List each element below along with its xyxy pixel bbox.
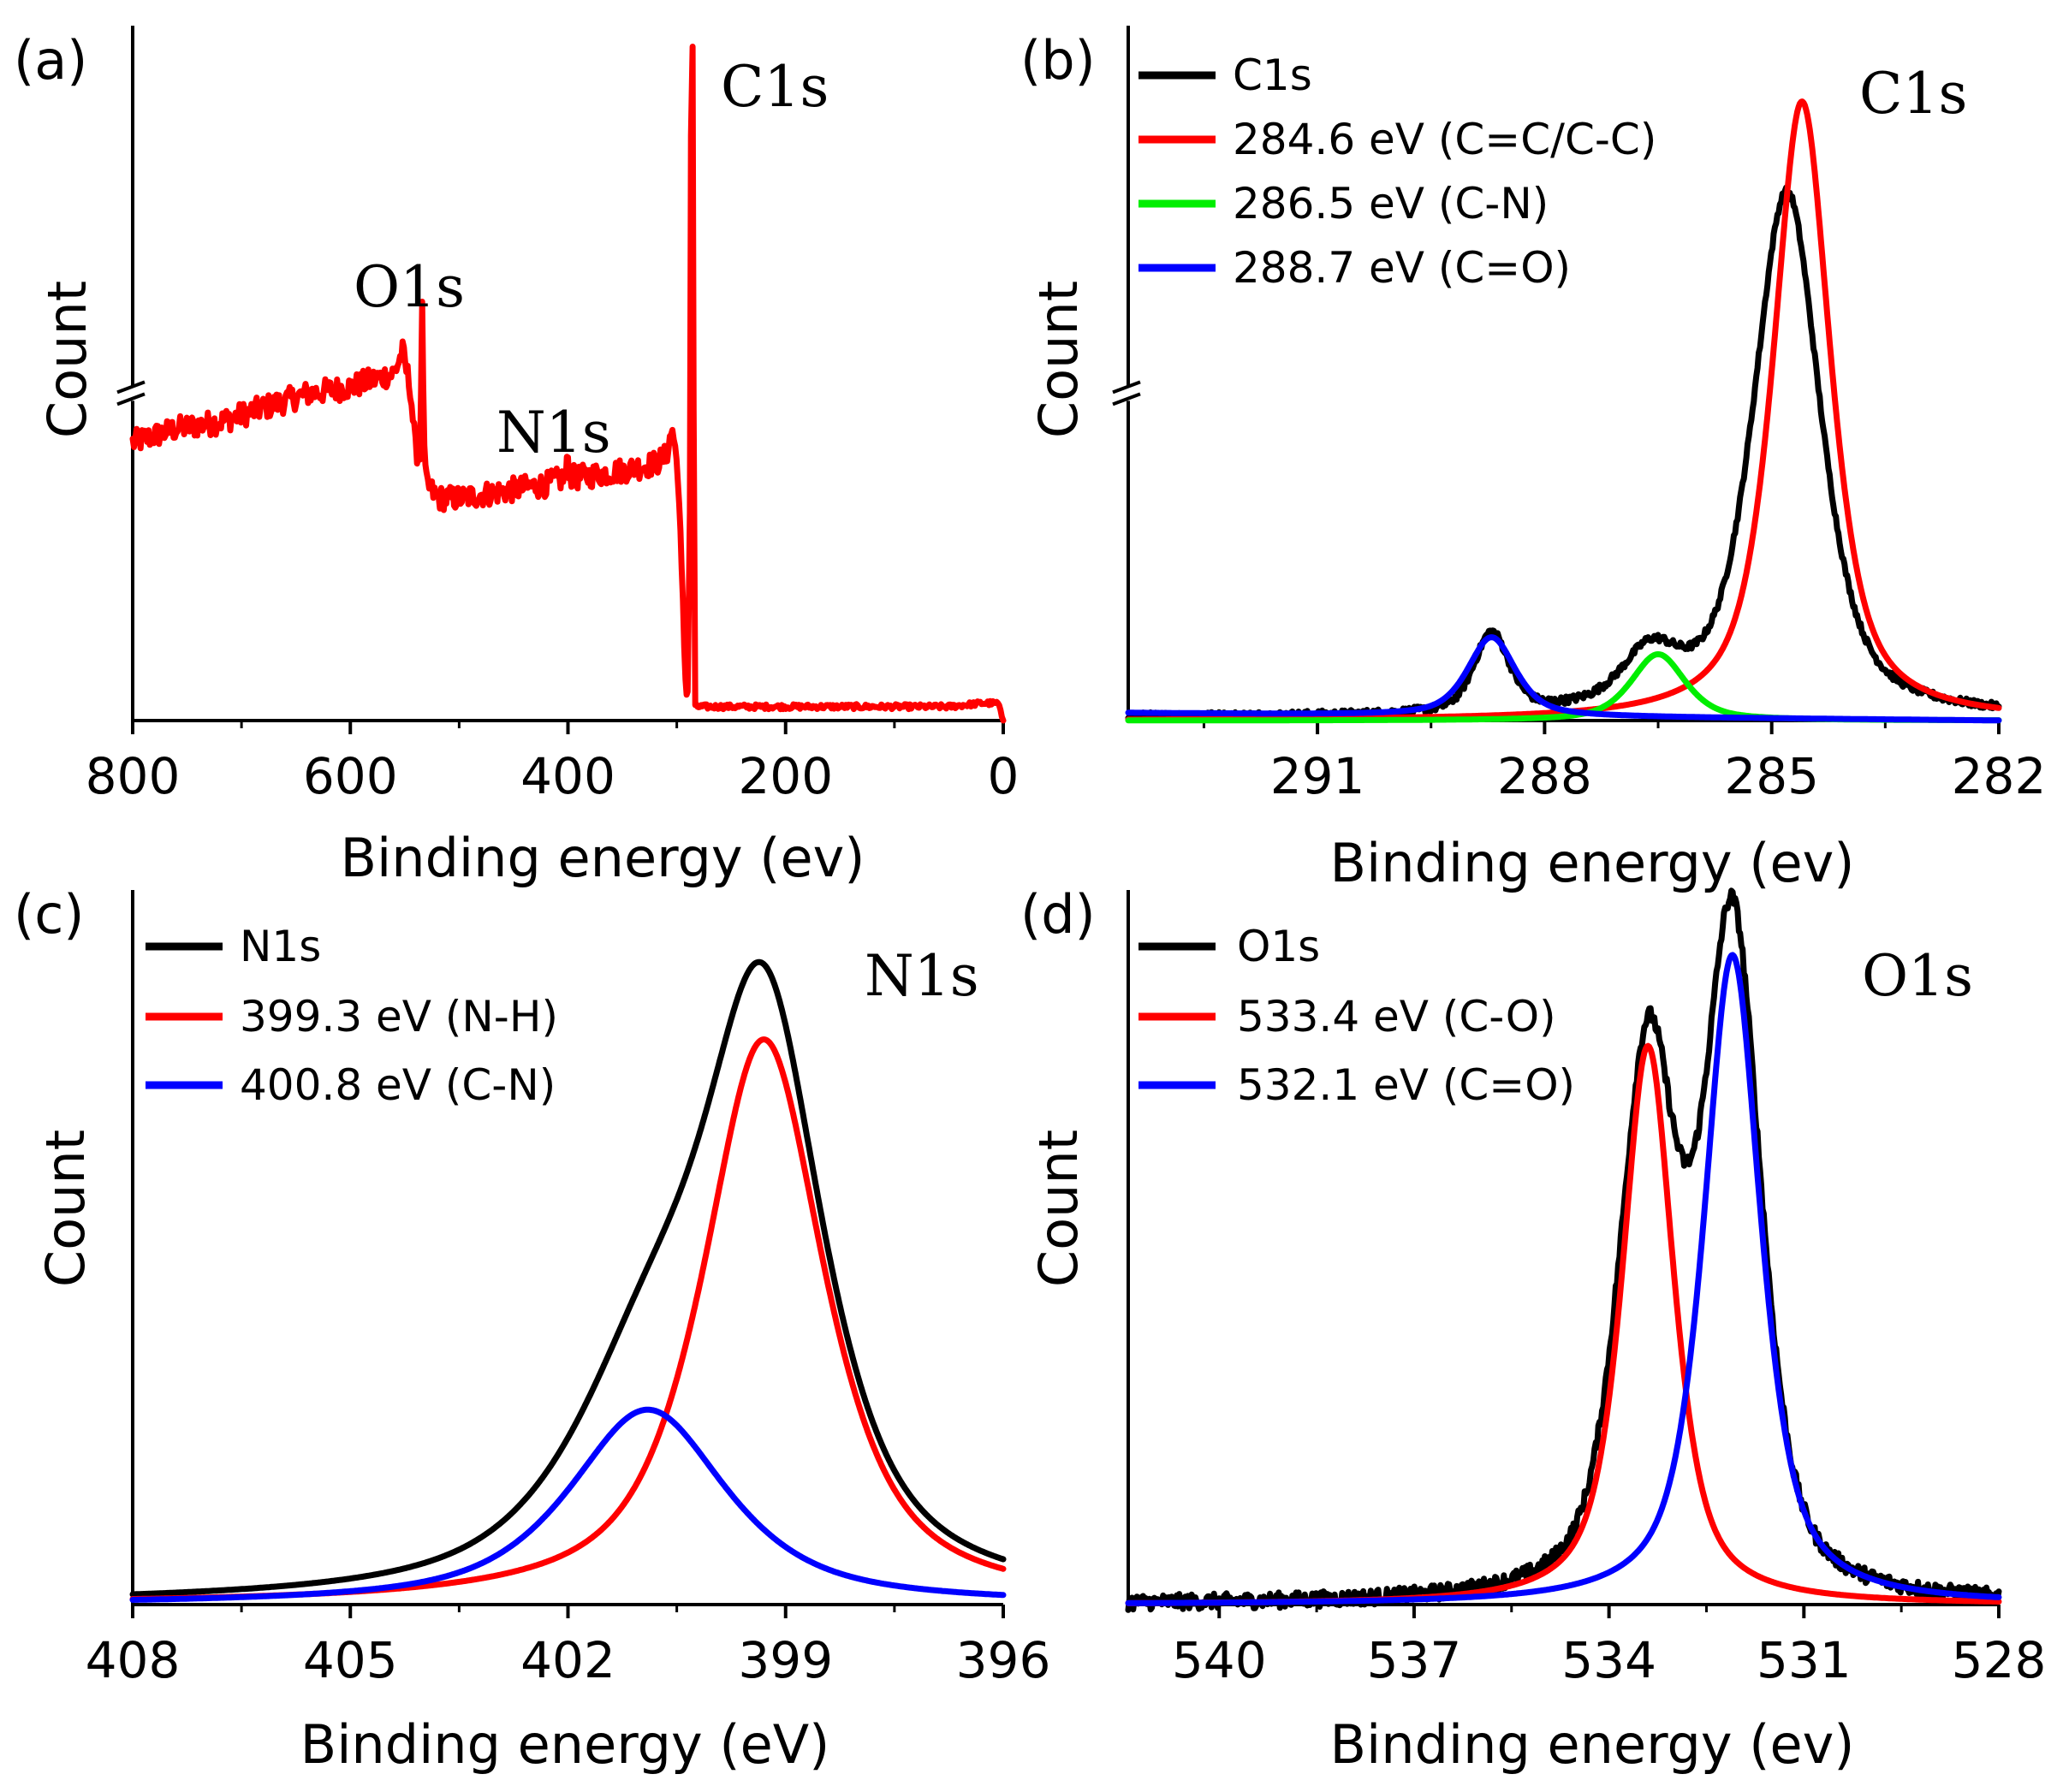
panel-d-o1s: (d) 540 537 534 531 528 O1s O1s 533.4 eV (C-… [1020,883,2046,1776]
panel-b-peak-c1s: C1s [1859,61,1967,127]
legend-label-n1s: N1s [240,922,321,971]
panel-c-plot: 408 405 402 399 396 [86,890,1051,1689]
panel-d-ylabel: Count [1027,1130,1090,1287]
x-tick-label: 0 [988,747,1020,805]
x-tick-label: 537 [1367,1631,1462,1689]
series-399-3-ev-n-h [129,1036,1007,1602]
panel-d-plot: 540 537 534 531 528 [1125,887,2047,1689]
panel-c-xlabel: Binding energy (eV) [300,1713,830,1776]
panel-b-legend: C1s 284.6 eV (C=C/C-C) 286.5 eV (C-N) 28… [1139,50,1656,293]
axis-break-mark [1112,380,1141,395]
x-tick-label: 399 [738,1631,833,1689]
x-tick-label: 405 [303,1631,398,1689]
panel-c-legend: N1s 399.3 eV (N-H) 400.8 eV (C-N) [146,922,558,1110]
x-tick-label: 531 [1757,1631,1852,1689]
panel-a-label: (a) [14,29,87,92]
x-tick-label: 528 [1952,1631,2047,1689]
x-tick-label: 800 [86,747,181,805]
x-tick-label: 396 [956,1631,1051,1689]
series-532-1-ev-c-o [1125,952,2002,1606]
legend-label-co: 288.7 eV (C=O) [1233,243,1571,293]
panel-a-ylabel: Count [36,281,98,438]
axis-break-mark [116,380,146,395]
axis-break-mark [116,392,146,406]
panel-c-n1s: (c) 408 405 402 399 396 N1s N1s 399.3 eV (N-… [14,883,1050,1776]
panel-c-peak-n1s: N1s [865,943,979,1009]
panel-a-peak-c1s: C1s [721,54,829,120]
panel-b-xlabel: Binding energy (ev) [1330,832,1855,894]
panel-b-ylabel: Count [1027,281,1090,438]
legend-label-cc: 284.6 eV (C=C/C-C) [1233,115,1656,164]
panel-d-legend: O1s 533.4 eV (C-O) 532.1 eV (C=O) [1139,922,1575,1110]
panel-d-label: (d) [1020,883,1096,946]
legend-label-cn2: 400.8 eV (C-N) [240,1060,556,1110]
panel-b-label: (b) [1020,29,1096,92]
panel-d-peak-o1s: O1s [1862,943,1973,1009]
x-tick-label: 540 [1172,1631,1267,1689]
x-tick-label: 400 [520,747,615,805]
x-tick-label: 285 [1724,747,1819,805]
panel-a-peak-n1s: N1s [496,400,611,466]
legend-label-o1s: O1s [1237,922,1320,971]
legend-label-nh: 399.3 eV (N-H) [240,992,558,1041]
series-400-8-ev-c-n [129,1406,1007,1603]
panel-a-survey: (a) 800 600 400 200 0 C1s O1s N1s Binding en… [14,26,1019,889]
legend-label-c-o: 533.4 eV (C-O) [1237,992,1556,1041]
series-533-4-ev-c-o [1125,1042,2002,1606]
x-tick-label: 402 [520,1631,615,1689]
x-tick-label: 534 [1561,1631,1656,1689]
panel-a-plot: 800 600 400 200 0 [86,26,1020,805]
legend-label-c-eq-o: 532.1 eV (C=O) [1237,1060,1575,1110]
axis-break-mark [1112,392,1141,406]
panel-b-c1s: (b) 291 288 285 282 C1s C1s 284.6 eV (C=C/C… [1020,26,2046,894]
series-survey [129,44,1007,724]
x-tick-label: 288 [1497,747,1592,805]
x-tick-label: 291 [1270,747,1365,805]
series-n1s [129,958,1007,1598]
panel-a-xlabel: Binding energy (ev) [341,827,865,889]
legend-label-cn: 286.5 eV (C-N) [1233,179,1549,228]
x-tick-label: 600 [303,747,398,805]
panel-d-xlabel: Binding energy (ev) [1330,1713,1855,1776]
panel-b-plot: 291 288 285 282 [1112,26,2047,805]
panel-c-label: (c) [14,883,84,946]
x-tick-label: 282 [1952,747,2047,805]
legend-label-c1s: C1s [1233,50,1312,100]
x-tick-label: 200 [738,747,833,805]
panel-a-peak-o1s: O1s [354,254,465,320]
series-288-7-ev-c-o [1125,634,2002,724]
x-tick-label: 408 [86,1631,181,1689]
panel-c-ylabel: Count [34,1130,97,1287]
